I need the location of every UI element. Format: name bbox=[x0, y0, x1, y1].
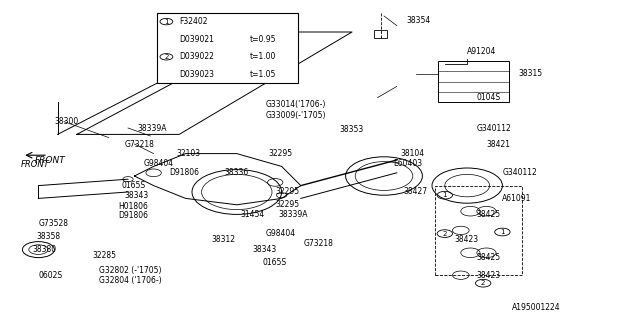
Text: G33009(-'1705): G33009(-'1705) bbox=[266, 111, 326, 120]
Text: 1: 1 bbox=[442, 192, 447, 198]
Text: 2: 2 bbox=[443, 231, 447, 236]
Text: 38358: 38358 bbox=[36, 232, 61, 241]
Text: G33014('1706-): G33014('1706-) bbox=[266, 100, 326, 108]
Text: 38339A: 38339A bbox=[138, 124, 167, 132]
Bar bbox=[157, 13, 298, 83]
Text: G73218: G73218 bbox=[125, 140, 155, 148]
Text: A61091: A61091 bbox=[502, 194, 532, 203]
Text: D91806: D91806 bbox=[118, 212, 148, 220]
Text: 38421: 38421 bbox=[486, 140, 511, 148]
Text: G98404: G98404 bbox=[144, 159, 174, 168]
Text: 31454: 31454 bbox=[240, 210, 264, 219]
Text: 38312: 38312 bbox=[211, 236, 236, 244]
Text: 1: 1 bbox=[500, 229, 505, 235]
Text: 38315: 38315 bbox=[518, 69, 543, 78]
Text: 32295: 32295 bbox=[275, 188, 300, 196]
Text: A195001224: A195001224 bbox=[512, 303, 561, 312]
Text: 38353: 38353 bbox=[339, 125, 364, 134]
Text: 38354: 38354 bbox=[406, 16, 431, 25]
Text: 32103: 32103 bbox=[176, 149, 200, 158]
Text: t=1.05: t=1.05 bbox=[250, 70, 276, 79]
Text: A91204: A91204 bbox=[467, 47, 497, 56]
Text: 1: 1 bbox=[164, 19, 169, 25]
Text: H01806: H01806 bbox=[118, 202, 148, 211]
Text: 38425: 38425 bbox=[477, 253, 501, 262]
Text: 38423: 38423 bbox=[454, 236, 479, 244]
Bar bbox=[374, 30, 387, 38]
Text: 0165S: 0165S bbox=[262, 258, 287, 267]
Text: 38339A: 38339A bbox=[278, 210, 308, 219]
Text: 0104S: 0104S bbox=[477, 93, 501, 102]
Text: 2: 2 bbox=[481, 280, 485, 286]
Text: D039023: D039023 bbox=[179, 70, 214, 79]
Text: G340112: G340112 bbox=[477, 124, 511, 132]
Text: G73218: G73218 bbox=[304, 239, 334, 248]
Text: 38425: 38425 bbox=[477, 210, 501, 219]
Text: t=1.00: t=1.00 bbox=[250, 52, 276, 61]
Text: G32804 ('1706-): G32804 ('1706-) bbox=[99, 276, 162, 284]
Text: 32295: 32295 bbox=[269, 149, 293, 158]
Text: 38427: 38427 bbox=[403, 188, 428, 196]
Text: FRONT: FRONT bbox=[35, 156, 66, 164]
Text: F32402: F32402 bbox=[179, 17, 208, 26]
Bar bbox=[438, 61, 509, 102]
Text: G73528: G73528 bbox=[38, 220, 68, 228]
Text: 38343: 38343 bbox=[125, 191, 149, 200]
Text: G98404: G98404 bbox=[266, 229, 296, 238]
Text: 0165S: 0165S bbox=[122, 181, 146, 190]
Text: D039022: D039022 bbox=[179, 52, 214, 61]
Text: 38343: 38343 bbox=[253, 245, 277, 254]
Text: 38300: 38300 bbox=[54, 117, 79, 126]
Text: 38336: 38336 bbox=[224, 168, 248, 177]
Text: t=0.95: t=0.95 bbox=[250, 35, 276, 44]
Text: 32285: 32285 bbox=[93, 252, 116, 260]
Text: 0602S: 0602S bbox=[38, 271, 63, 280]
Text: 38380: 38380 bbox=[32, 245, 56, 254]
Text: D91806: D91806 bbox=[170, 168, 200, 177]
Text: 2: 2 bbox=[164, 54, 168, 60]
Text: 38104: 38104 bbox=[400, 149, 424, 158]
Text: G32802 (-'1705): G32802 (-'1705) bbox=[99, 266, 162, 275]
Text: 38423: 38423 bbox=[477, 271, 501, 280]
Text: 32295: 32295 bbox=[275, 200, 300, 209]
Text: E60403: E60403 bbox=[394, 159, 423, 168]
Bar bbox=[435, 186, 522, 275]
Text: FRONT: FRONT bbox=[21, 160, 49, 169]
Text: D039021: D039021 bbox=[179, 35, 214, 44]
Text: G340112: G340112 bbox=[502, 168, 537, 177]
